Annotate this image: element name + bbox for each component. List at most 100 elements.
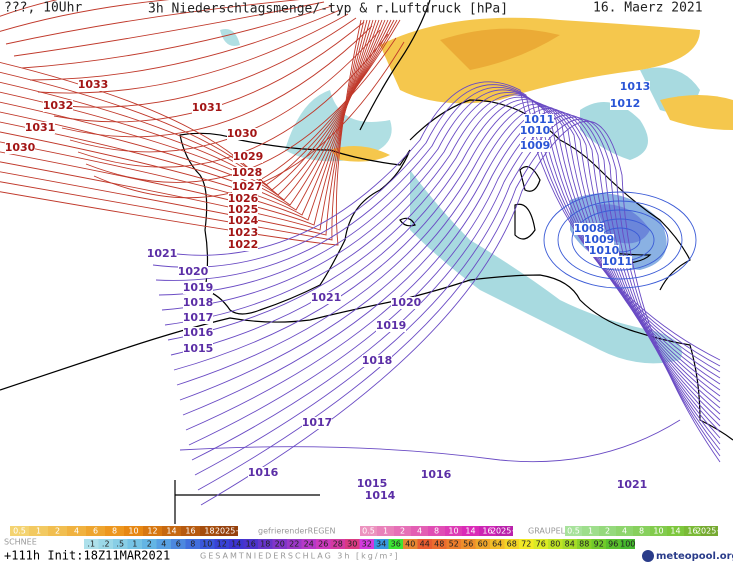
isobar [543, 191, 697, 289]
legend-label: 16 [246, 540, 256, 549]
legend-label: 1 [383, 527, 388, 536]
legend-swatch [98, 539, 113, 549]
isobar-label: 1010 [589, 244, 620, 257]
isobar-label: 1019 [183, 281, 214, 294]
legend-label: 92 [594, 540, 604, 549]
legend-label: 8 [112, 527, 117, 536]
legend-label: 12 [147, 527, 157, 536]
legend-swatch [496, 526, 513, 536]
label-bg [421, 469, 451, 481]
isobar-label: 1013 [620, 80, 651, 93]
legend-label: 10 [448, 527, 458, 536]
label-bg [178, 266, 208, 278]
legend-swatch [591, 539, 606, 549]
legend-swatch [606, 539, 621, 549]
legend-label: 1 [588, 527, 593, 536]
isobar-label: 1020 [178, 265, 209, 278]
label-bg [376, 320, 406, 332]
isobar [0, 19, 405, 246]
legend-label: 30 [347, 540, 357, 549]
legend-swatch [219, 526, 238, 536]
isobar-label: 1032 [43, 99, 74, 112]
legend-label: 32 [362, 540, 372, 549]
isobar-label: 1031 [192, 101, 223, 114]
legend-label: 14 [231, 540, 241, 549]
legend-swatch [142, 539, 157, 549]
legend-label: 72 [521, 540, 531, 549]
legend-swatch [258, 539, 273, 549]
legend-swatch [388, 539, 403, 549]
isobar-label: 1016 [421, 468, 452, 481]
legend-swatch [330, 539, 345, 549]
legend-swatch [394, 526, 411, 536]
legend-swatch [599, 526, 616, 536]
legend-label: 16 [687, 527, 697, 536]
legend-swatch [272, 539, 287, 549]
label-bg [5, 142, 35, 154]
label-bg [183, 312, 213, 324]
label-bg [228, 227, 258, 239]
isobar-label: 1018 [183, 296, 214, 309]
label-bg [520, 140, 550, 152]
isobar-labels: 1033 1032 1031 1031 1030 1030 1029 102810271026… [5, 78, 651, 502]
label-bg [227, 128, 257, 140]
legend-swatch [667, 526, 684, 536]
label-bg [248, 467, 278, 479]
legend-swatch [185, 539, 200, 549]
legend-label: 22 [289, 540, 299, 549]
legend-swatch [67, 526, 86, 536]
isobar-label: 1030 [227, 127, 258, 140]
legend-swatch [10, 526, 29, 536]
isobar-label: 1017 [302, 416, 333, 429]
legend-label: 76 [536, 540, 546, 549]
legend-swatch [345, 539, 360, 549]
isobar-label: 1008 [574, 222, 605, 235]
isobar-label: 1016 [183, 326, 214, 339]
legend-swatch [684, 526, 701, 536]
legend-swatch [577, 539, 592, 549]
legend-label: 84 [565, 540, 575, 549]
legend-swatch [200, 526, 219, 536]
legend-swatch [124, 526, 143, 536]
legend-label: 8 [434, 527, 439, 536]
legend-swatch [616, 526, 633, 536]
legend-label: 2 [147, 540, 152, 549]
legend-swatch [701, 526, 718, 536]
isobar-label: 1021 [147, 247, 178, 260]
legend-label: 18 [260, 540, 270, 549]
isobar-label: 1027 [232, 180, 263, 193]
label-bg [391, 297, 421, 309]
isobar-label: 1011 [524, 113, 555, 126]
label-bg [365, 490, 395, 502]
label-bg [574, 223, 604, 235]
legend-swatch [243, 539, 258, 549]
legend-swatch [86, 526, 105, 536]
legend-label: 80 [550, 540, 560, 549]
legend-swatch [411, 526, 428, 536]
legend-label: 14 [670, 527, 680, 536]
legend-label: .2 [102, 540, 110, 549]
isobar-label: 1022 [228, 238, 259, 251]
isobar-label: 1017 [183, 311, 214, 324]
legend-name: GESAMTNIEDERSCHLAG 3h [kg/m²] [200, 552, 400, 561]
legend-label: 24 [304, 540, 314, 549]
isobar-label: 1012 [610, 97, 641, 110]
legend-name: gefrierenderREGEN [258, 527, 336, 536]
header-title: 3h Niederschlagsmenge/-typ & r.Luftdruck… [148, 2, 508, 17]
isobar-label: 1011 [602, 255, 633, 268]
isobar [557, 200, 683, 280]
legend-swatch [479, 526, 496, 536]
legend-swatch [29, 526, 48, 536]
isobar-label: 1016 [248, 466, 279, 479]
isobar-label: 1029 [233, 150, 264, 163]
isobar [179, 105, 721, 421]
legend-name: SCHNEE [4, 538, 37, 547]
legend-swatch [105, 526, 124, 536]
legend-swatch [162, 526, 181, 536]
legend-swatch [445, 526, 462, 536]
legend-label: 96 [608, 540, 618, 549]
label-bg [233, 151, 263, 163]
isobar-label: 1014 [365, 489, 396, 502]
